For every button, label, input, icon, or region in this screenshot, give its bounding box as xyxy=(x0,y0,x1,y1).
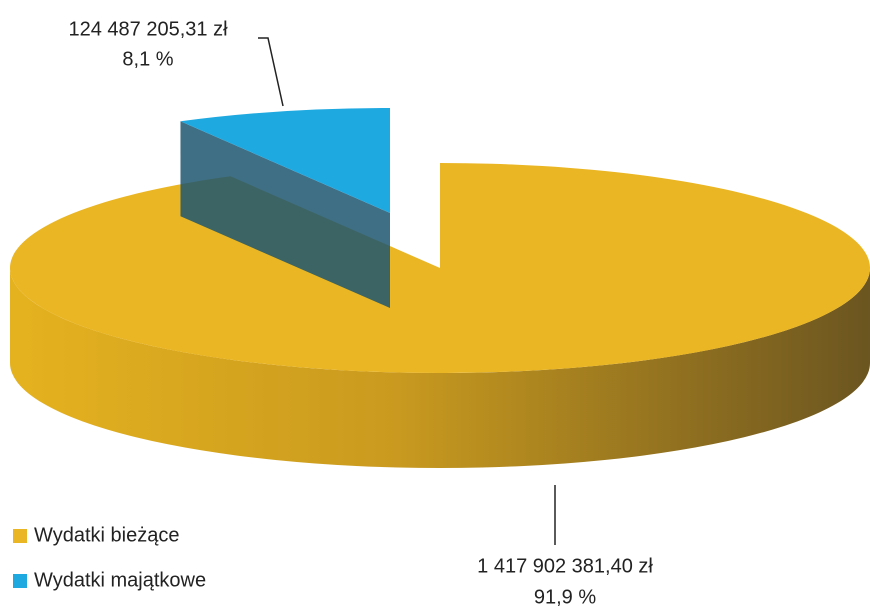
pie-slice xyxy=(10,163,870,373)
pie xyxy=(10,108,870,468)
value-label: 91,9 % xyxy=(534,586,596,608)
pie-slice-side xyxy=(180,121,390,309)
leader-line xyxy=(258,37,284,107)
pie-slice-side xyxy=(10,268,870,468)
legend-label: Wydatki bieżące xyxy=(34,524,179,546)
pie-slice xyxy=(180,108,390,213)
legend-swatch xyxy=(13,574,27,588)
amount-label: 124 487 205,31 zł xyxy=(68,18,228,40)
amount-label: 1 417 902 381,40 zł xyxy=(477,555,653,577)
legend-swatch xyxy=(13,529,27,543)
legend: Wydatki bieżące Wydatki majątkowe xyxy=(13,524,206,591)
legend-label: Wydatki majątkowe xyxy=(34,569,206,591)
value-label: 8,1 % xyxy=(122,48,173,70)
